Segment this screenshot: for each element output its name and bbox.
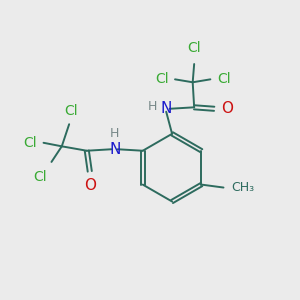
Text: Cl: Cl — [217, 72, 230, 86]
Text: Cl: Cl — [188, 41, 201, 55]
Text: CH₃: CH₃ — [231, 181, 254, 194]
Text: N: N — [109, 142, 121, 157]
Text: H: H — [110, 127, 119, 140]
Text: Cl: Cl — [155, 72, 169, 86]
Text: Cl: Cl — [64, 104, 77, 118]
Text: O: O — [84, 178, 96, 193]
Text: O: O — [221, 101, 233, 116]
Text: H: H — [148, 100, 158, 113]
Text: N: N — [160, 101, 172, 116]
Text: Cl: Cl — [23, 136, 37, 150]
Text: Cl: Cl — [33, 170, 47, 184]
